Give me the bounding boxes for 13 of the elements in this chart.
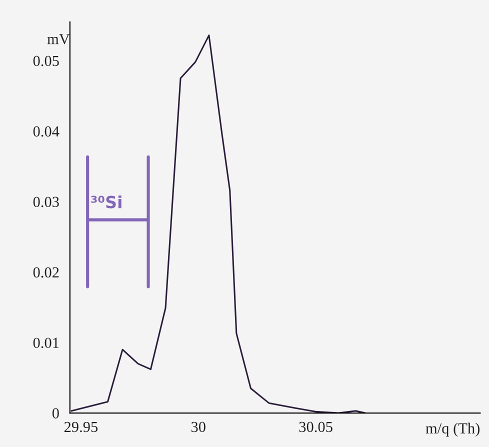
line-series (70, 34, 366, 414)
x-tick-label: 30.05 (299, 422, 332, 432)
x-tick-label: 29.95 (64, 422, 98, 432)
x-axis-title: m/q (Th) (426, 422, 480, 437)
y-tick-label: 0.02 (33, 267, 59, 278)
y-tick-label: 0 (52, 408, 59, 418)
x-tick-label: 30 (191, 422, 206, 432)
y-axis-title: mV (47, 34, 70, 44)
y-tick-label: 0.05 (33, 56, 59, 66)
annotation: ³⁰Si (91, 195, 122, 208)
y-tick-label: 0.03 (33, 196, 59, 208)
y-tick-label: 0.01 (33, 338, 59, 348)
y-tick-label: 0.04 (33, 126, 60, 137)
